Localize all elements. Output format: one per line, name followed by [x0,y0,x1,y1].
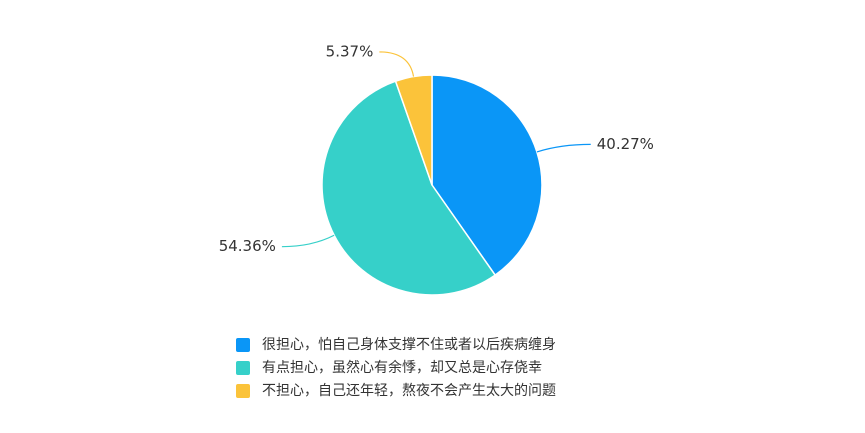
leader-line [536,143,591,153]
legend-swatch [236,338,250,352]
legend-label: 很担心，怕自己身体支撑不住或者以后疾病缠身 [262,336,556,353]
value-label: 5.37% [326,42,374,60]
pie-slice [321,80,497,296]
value-label: 40.27% [597,135,654,153]
pie-slice [431,74,543,277]
legend-label: 有点担心，虽然心有余悸，却又总是心存侥幸 [262,359,542,376]
leader-line [379,51,415,77]
pie-slice [394,74,433,186]
legend-swatch [236,384,250,398]
legend-swatch [236,361,250,375]
value-label: 54.36% [219,237,276,255]
leader-line [281,234,335,248]
legend-label: 不担心，自己还年轻，熬夜不会产生太大的问题 [262,383,556,399]
